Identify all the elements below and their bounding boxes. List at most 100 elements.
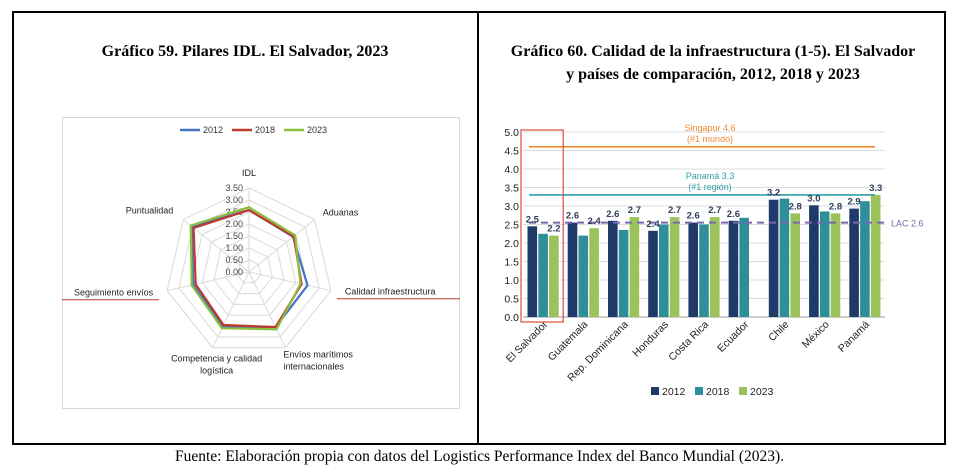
radar-axis-label-puntualidad: Puntualidad xyxy=(126,206,174,216)
bar-guatemala-2023 xyxy=(589,228,599,317)
radar-axis-label-seguimiento-envios: Seguimiento envíos xyxy=(74,288,154,298)
radar-grid-ring xyxy=(213,235,285,305)
legend-swatch-2012 xyxy=(651,387,659,395)
radar-plot-area xyxy=(62,117,460,409)
data-label-el-salvador-2023: 2.2 xyxy=(547,224,560,235)
bar-el-salvador-2018 xyxy=(538,233,548,318)
data-label-ecuador-2012: 2.6 xyxy=(727,209,740,220)
bar-chart-svg: 0.0 0.5 1.0 1.5 2.0 2.5 3.0 3.5 4.0 4.5 5.0 El Salv… xyxy=(504,123,924,398)
bar-panama-2012 xyxy=(849,208,859,317)
radar-axis-label-line: Aduanas xyxy=(323,208,359,218)
legend-label-2012: 2012 xyxy=(203,125,223,135)
reference-label-panama-3-3-line-1: (#1 región) xyxy=(688,182,732,192)
bar-panama-2018 xyxy=(860,201,870,317)
data-label-guatemala-2012: 2.6 xyxy=(566,211,579,222)
radar-tick-label: 3.00 xyxy=(225,195,243,205)
radar-grid-ring xyxy=(236,259,262,284)
bar-ytick-label: 3.5 xyxy=(504,183,519,195)
data-label-el-salvador-2012: 2.5 xyxy=(526,214,540,225)
radar-grid-ring xyxy=(166,187,332,349)
bar-ecuador-2018 xyxy=(739,217,749,317)
radar-axis-label-line: logística xyxy=(200,366,233,376)
bar-panama-2023 xyxy=(870,194,881,317)
radar-spoke xyxy=(248,271,286,348)
radar-spoke xyxy=(212,271,250,348)
bar-chart-title-line-2: y países de comparación, 2012, 2018 y 20… xyxy=(566,66,860,83)
source-note: Fuente: Elaboración propia con datos del… xyxy=(174,448,785,465)
radar-grid-ring xyxy=(201,223,297,316)
panel-divider xyxy=(477,11,479,445)
bar-ytick-label: 2.0 xyxy=(504,238,519,250)
bar-category-label-honduras: Honduras xyxy=(630,319,671,360)
figure-frame xyxy=(12,11,946,445)
bar-rep-dominicana-2018 xyxy=(618,230,629,317)
bar-category-label-mexico: México xyxy=(800,319,832,351)
bar-category-label-costa-rica: Costa Rica xyxy=(666,319,711,364)
radar-tick-label: 3.50 xyxy=(225,183,243,193)
bar-category-label-ecuador: Ecuador xyxy=(715,318,751,354)
data-label-panama-2023: 3.3 xyxy=(869,183,882,194)
radar-tick-label: 0.00 xyxy=(225,267,243,277)
bar-costa-rica-2018 xyxy=(699,224,709,317)
bar-honduras-2012 xyxy=(648,230,658,317)
bar-ytick-label: 1.5 xyxy=(504,257,519,269)
bar-mexico-2018 xyxy=(819,211,830,317)
bar-costa-rica-2023 xyxy=(710,217,720,317)
bar-ytick-label: 1.0 xyxy=(504,275,519,287)
legend-label-2023: 2023 xyxy=(750,386,774,398)
radar-tick-label: 1.00 xyxy=(225,243,243,253)
radar-tick-label: 0.50 xyxy=(225,255,243,265)
data-label-costa-rica-2012: 2.6 xyxy=(687,211,700,222)
bar-category-label-chile: Chile xyxy=(766,319,792,345)
bar-ytick-label: 5.0 xyxy=(504,127,519,139)
data-label-honduras-2023: 2.7 xyxy=(668,205,681,216)
radar-spoke xyxy=(248,219,316,273)
bar-guatemala-2018 xyxy=(578,235,589,317)
bar-mexico-2023 xyxy=(830,213,841,317)
highlight-box-el-salvador xyxy=(520,129,564,323)
bar-guatemala-2012 xyxy=(567,222,578,317)
reference-label-singapur-4-6-line-0: Singapur 4.6 xyxy=(684,123,735,133)
bar-ytick-label: 0.5 xyxy=(504,294,519,306)
bar-chart-title: Gráfico 60. Calidad de la infraestructur… xyxy=(482,40,944,86)
reference-label-lac-2-6: LAC 2.6 xyxy=(891,219,924,229)
bar-ytick-label: 4.5 xyxy=(504,146,519,158)
bar-chile-2018 xyxy=(779,198,790,317)
bar-el-salvador-2012 xyxy=(527,226,538,317)
bar-honduras-2018 xyxy=(659,224,669,317)
radar-axis-label-line: internacionales xyxy=(283,362,344,372)
legend-label-2023: 2023 xyxy=(307,125,327,135)
data-label-mexico-2023: 2.8 xyxy=(829,201,842,212)
bar-ytick-label: 4.0 xyxy=(504,164,519,176)
legend-label-2018: 2018 xyxy=(706,386,730,398)
radar-axis-label-line: Envíos marítimos xyxy=(283,350,353,360)
bar-ytick-label: 3.0 xyxy=(504,201,519,213)
bar-rep-dominicana-2023 xyxy=(629,217,640,317)
bar-rep-dominicana-2012 xyxy=(608,220,618,317)
bar-ytick-label: 0.0 xyxy=(504,312,519,324)
bar-ecuador-2012 xyxy=(728,220,739,317)
radar-tick-label: 1.50 xyxy=(225,231,243,241)
radar-axis-label-envios-maritimos-internacionales: Envíos marítimos internacionales xyxy=(283,350,353,372)
legend-label-2012: 2012 xyxy=(662,386,686,398)
bar-chile-2012 xyxy=(768,199,779,317)
data-label-panama-2012: 2.9 xyxy=(847,197,860,208)
radar-spoke xyxy=(248,271,332,292)
radar-grid-ring xyxy=(225,247,273,295)
radar-tick-label: 2.00 xyxy=(225,219,243,229)
radar-chart: 0.00 0.50 1.00 1.50 2.00 2.50 3.00 3.50 IDL Aduan… xyxy=(55,117,466,414)
data-label-guatemala-2023: 2.4 xyxy=(587,216,601,227)
bar-chart-title-line-1: Gráfico 60. Calidad de la infraestructur… xyxy=(510,43,916,60)
bar-ytick-label: 2.5 xyxy=(504,220,519,232)
reference-label-singapur-4-6-line-1: (#1 mundo) xyxy=(687,134,733,144)
bar-category-label-el-salvador: El Salvador xyxy=(504,318,551,365)
bar-mexico-2012 xyxy=(809,205,819,317)
legend-swatch-2018 xyxy=(695,387,703,395)
radar-chart-title: Gráfico 59. Pilares IDL. El Salvador, 20… xyxy=(101,43,389,60)
radar-chart-svg: 0.000.501.001.502.002.503.003.50IDLAduan… xyxy=(55,117,466,409)
bar-chile-2023 xyxy=(790,213,800,317)
radar-spoke xyxy=(166,271,250,292)
data-label-rep-dominicana-2012: 2.6 xyxy=(606,209,619,220)
bar-costa-rica-2012 xyxy=(688,222,698,317)
bar-chart: 0.0 0.5 1.0 1.5 2.0 2.5 3.0 3.5 4.0 4.5 5.0 El Salv… xyxy=(488,118,940,413)
